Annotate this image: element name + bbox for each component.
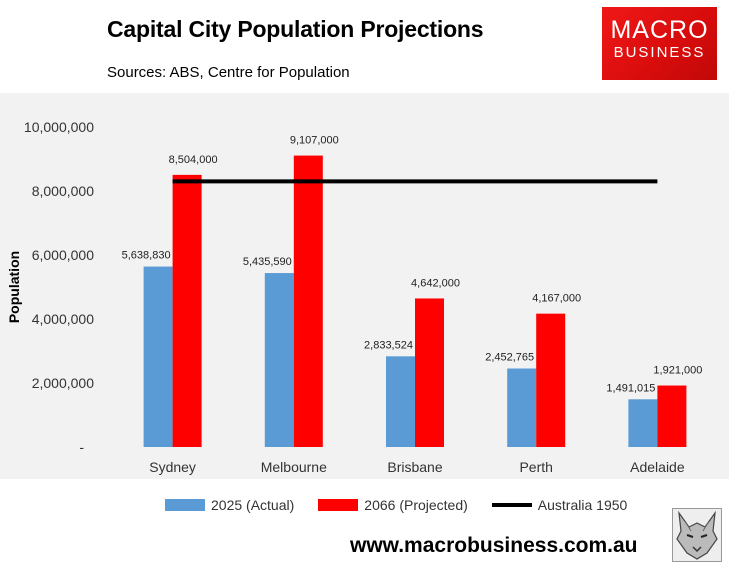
data-label: 9,107,000 xyxy=(290,135,339,147)
plot-area xyxy=(0,93,729,479)
logo-line-1: MACRO xyxy=(610,16,709,44)
chart-subtitle: Sources: ABS, Centre for Population xyxy=(107,64,350,81)
bar-actual xyxy=(264,273,294,447)
legend-swatch-actual xyxy=(165,499,205,511)
macrobusiness-logo: MACRO BUSINESS xyxy=(602,7,717,80)
bar-projected xyxy=(657,385,687,447)
bar-actual xyxy=(628,399,658,447)
data-label: 5,435,590 xyxy=(243,256,292,268)
x-tick-label: Adelaide xyxy=(630,459,685,475)
legend-label-reference: Australia 1950 xyxy=(537,497,628,513)
data-label: 8,504,000 xyxy=(169,154,218,166)
y-tick-label: 10,000,000 xyxy=(24,119,94,135)
logo-line-2: BUSINESS xyxy=(613,44,706,61)
x-tick-label: Sydney xyxy=(149,459,196,475)
wolf-mascot-icon xyxy=(672,508,722,562)
data-label: 2,452,765 xyxy=(485,352,534,364)
legend-item-reference: Australia 1950 xyxy=(491,497,628,513)
bar-projected xyxy=(536,313,566,447)
legend-label-actual: 2025 (Actual) xyxy=(211,497,295,513)
bar-projected xyxy=(415,298,444,447)
legend-item-actual: 2025 (Actual) xyxy=(165,497,294,513)
data-label: 2,833,524 xyxy=(364,339,413,351)
data-label: 1,921,000 xyxy=(653,365,702,377)
footer-url: www.macrobusiness.com.au xyxy=(350,534,638,557)
legend-swatch-reference xyxy=(491,503,532,507)
bar-projected xyxy=(172,174,202,447)
bar-projected xyxy=(293,155,323,448)
bar-actual xyxy=(507,368,537,447)
bar-actual xyxy=(386,356,415,447)
y-tick-label: 8,000,000 xyxy=(32,183,94,199)
data-label: 1,491,015 xyxy=(606,382,655,394)
y-tick-label: - xyxy=(79,439,84,455)
y-tick-label: 4,000,000 xyxy=(32,311,94,327)
legend-item-projected: 2066 (Projected) xyxy=(318,497,468,513)
bar-actual xyxy=(143,266,173,447)
legend: 2025 (Actual) 2066 (Projected) Australia… xyxy=(165,496,651,514)
legend-label-projected: 2066 (Projected) xyxy=(364,497,468,513)
chart-title: Capital City Population Projections xyxy=(107,16,484,42)
legend-swatch-projected xyxy=(318,499,359,511)
data-label: 5,638,830 xyxy=(122,250,171,262)
y-axis-title: Population xyxy=(6,251,22,323)
x-tick-label: Brisbane xyxy=(387,459,442,475)
data-label: 4,642,000 xyxy=(411,277,460,289)
x-tick-label: Melbourne xyxy=(261,459,327,475)
y-tick-label: 6,000,000 xyxy=(32,247,94,263)
data-label: 4,167,000 xyxy=(532,293,581,305)
y-tick-label: 2,000,000 xyxy=(32,375,94,391)
x-tick-label: Perth xyxy=(519,459,552,475)
